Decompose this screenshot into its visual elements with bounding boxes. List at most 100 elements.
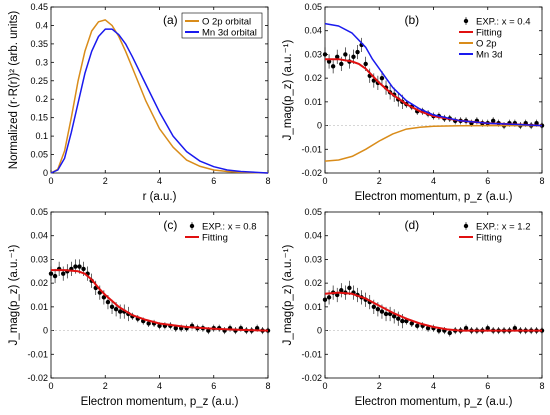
x-tick-label: 8 <box>265 176 270 186</box>
y-tick-label: 0 <box>317 326 322 336</box>
x-tick-label: 8 <box>539 176 544 186</box>
data-point <box>375 307 381 312</box>
data-point <box>48 271 54 276</box>
x-tick-label: 4 <box>157 381 162 391</box>
x-axis-label: r (a.u.) <box>143 191 177 203</box>
y-axis-label: J_mag(p_z) (a.u.⁻¹) <box>282 245 294 346</box>
x-tick-label: 8 <box>539 381 544 391</box>
data-point <box>512 326 518 331</box>
series-line <box>324 291 542 332</box>
legend-box <box>456 218 536 243</box>
legend-marker <box>463 18 469 24</box>
data-point <box>415 323 420 329</box>
data-point <box>113 307 119 312</box>
y-axis-label: J_mag(p_z) (a.u.⁻¹) <box>8 245 20 346</box>
x-tick-label: 2 <box>377 176 382 186</box>
y-tick-label: -0.02 <box>301 168 322 178</box>
x-tick-label: 6 <box>211 176 216 186</box>
x-tick-label: 0 <box>48 176 53 186</box>
series-line <box>50 28 269 174</box>
y-tick-label: 0.01 <box>304 97 322 107</box>
data-point <box>391 314 397 319</box>
data-point <box>351 54 356 59</box>
y-axis-label: J_mag(p_z) (a.u.⁻¹) <box>282 40 294 141</box>
y-tick-label: 0.3 <box>35 57 48 67</box>
y-tick-label: -0.01 <box>301 349 322 359</box>
y-tick-label: 0 <box>43 168 48 178</box>
x-tick-label: 6 <box>485 381 490 391</box>
panel-label: (d) <box>404 218 419 232</box>
data-point <box>52 273 58 279</box>
panel-label: (a) <box>163 13 178 27</box>
x-tick-label: 4 <box>431 381 436 391</box>
data-point <box>379 309 385 314</box>
panel-a: 0 2 4 6 8 0 0.05 0.1 0.15 0.2 0.25 0.3 0.35 0.4 0.45 (a… <box>8 2 271 203</box>
y-tick-label: 0.03 <box>304 49 322 59</box>
y-tick-label: 0.03 <box>304 254 322 264</box>
data-point <box>101 295 107 300</box>
panel-d: 0 2 4 6 8 -0.02 -0.01 0 0.01 0.02 0.03 0.04 0.05 (d) E… <box>282 207 545 408</box>
data-point <box>335 292 340 298</box>
y-tick-label: 0.1 <box>35 131 48 141</box>
y-tick-label: 0.04 <box>304 231 322 241</box>
x-tick-label: 4 <box>431 176 436 186</box>
y-tick-label: 0.05 <box>304 207 322 217</box>
legend-entry: Mn 3d <box>476 50 502 61</box>
y-axis-label: Normalized (r·R(r))² (arb. units) <box>8 11 20 170</box>
panel-label: (c) <box>163 218 177 232</box>
y-tick-label: 0.02 <box>304 73 322 83</box>
legend-entry: Fitting <box>476 233 502 244</box>
x-tick-label: 4 <box>157 176 162 186</box>
y-tick-label: 0.15 <box>30 113 48 123</box>
data-point <box>409 321 414 326</box>
x-tick-label: 6 <box>485 176 490 186</box>
data-point <box>146 321 151 326</box>
data-point <box>326 59 332 64</box>
x-axis-label: Electron momentum, p_z (a.u.) <box>355 191 513 203</box>
data-point <box>117 309 123 314</box>
data-point <box>425 326 431 331</box>
data-point <box>355 49 360 55</box>
data-point <box>109 304 115 310</box>
data-point <box>339 61 344 67</box>
legend-entry: EXP.: x = 0.8 <box>202 222 257 233</box>
y-tick-label: 0.4 <box>35 20 48 30</box>
y-tick-label: -0.02 <box>27 373 48 383</box>
y-tick-label: -0.01 <box>301 144 322 154</box>
y-tick-label: 0.05 <box>304 2 322 12</box>
series-line <box>51 269 269 332</box>
data-point <box>463 326 469 331</box>
x-tick-label: 0 <box>322 381 327 391</box>
data-point <box>396 316 401 321</box>
legend-entry: O 2p orbital <box>202 17 251 28</box>
y-tick-label: -0.02 <box>301 373 322 383</box>
data-point <box>371 304 377 310</box>
legend-box <box>181 12 263 39</box>
legend-entry: EXP.: x = 1.2 <box>476 222 531 233</box>
data-point <box>330 64 336 69</box>
data-point <box>173 326 178 331</box>
x-tick-label: 0 <box>48 381 53 391</box>
data-point <box>77 264 82 269</box>
data-point <box>379 75 385 81</box>
x-tick-label: 6 <box>211 381 216 391</box>
x-tick-label: 8 <box>265 381 270 391</box>
panel-label: (b) <box>404 13 419 27</box>
data-point <box>335 54 340 59</box>
panel-c: 0 2 4 6 8 -0.02 -0.01 0 0.01 0.02 0.03 0.04 0.05 (c) E… <box>8 207 271 408</box>
legend-entry: Fitting <box>202 233 228 244</box>
x-tick-label: 2 <box>103 381 108 391</box>
series-line <box>50 19 269 174</box>
data-point <box>490 118 496 124</box>
data-point <box>383 311 389 317</box>
legend-entry: EXP.: x = 0.4 <box>476 17 531 28</box>
panel-b: 0 2 4 6 8 -0.02 -0.01 0 0.01 0.02 0.03 0.04 0.05 (b) E… <box>282 2 545 203</box>
y-tick-label: 0.2 <box>35 94 48 104</box>
y-tick-label: 0 <box>43 326 48 336</box>
legend-entry: O 2p <box>476 39 497 50</box>
y-tick-label: 0.01 <box>30 302 48 312</box>
y-tick-label: 0.25 <box>30 76 48 86</box>
x-tick-label: 2 <box>103 176 108 186</box>
data-point <box>157 323 162 329</box>
